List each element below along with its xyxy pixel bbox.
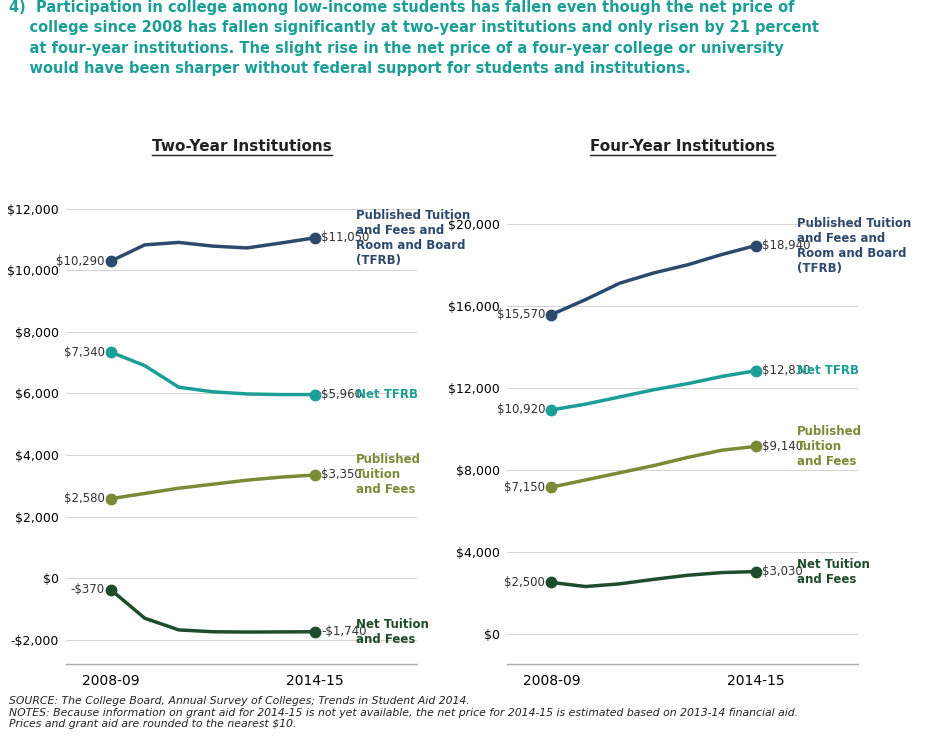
Text: $5,960: $5,960: [321, 388, 362, 401]
Text: $10,290: $10,290: [56, 254, 104, 268]
Text: $11,050: $11,050: [321, 231, 370, 245]
Text: Net Tuition
and Fees: Net Tuition and Fees: [796, 557, 869, 586]
Text: $3,030: $3,030: [762, 565, 803, 578]
Text: Published
Tuition
and Fees: Published Tuition and Fees: [796, 425, 862, 468]
Text: $2,500: $2,500: [504, 576, 545, 589]
Text: $10,920: $10,920: [497, 403, 545, 416]
Title: Four-Year Institutions: Four-Year Institutions: [590, 139, 775, 154]
Text: Published Tuition
and Fees and
Room and Board
(TFRB): Published Tuition and Fees and Room and …: [356, 209, 470, 267]
Text: $9,140: $9,140: [762, 440, 803, 453]
Text: -$370: -$370: [70, 583, 104, 596]
Text: SOURCE: The College Board, Annual Survey of Colleges; Trends in Student Aid 2014: SOURCE: The College Board, Annual Survey…: [9, 696, 798, 729]
Text: Net Tuition
and Fees: Net Tuition and Fees: [356, 618, 428, 646]
Text: $18,940: $18,940: [762, 239, 811, 252]
Text: $12,830: $12,830: [762, 364, 811, 378]
Text: Net TFRB: Net TFRB: [796, 364, 859, 378]
Text: -$1,740: -$1,740: [321, 625, 367, 638]
Text: $2,580: $2,580: [64, 492, 104, 505]
Title: Two-Year Institutions: Two-Year Institutions: [152, 139, 332, 154]
Text: $7,340: $7,340: [64, 346, 104, 359]
Text: $15,570: $15,570: [497, 308, 545, 321]
Text: $3,350: $3,350: [321, 468, 362, 482]
Text: Net TFRB: Net TFRB: [356, 388, 418, 401]
Text: Published
Tuition
and Fees: Published Tuition and Fees: [356, 454, 421, 497]
Text: 4)  Participation in college among low-income students has fallen even though th: 4) Participation in college among low-in…: [9, 0, 819, 76]
Text: Published Tuition
and Fees and
Room and Board
(TFRB): Published Tuition and Fees and Room and …: [796, 217, 911, 275]
Text: $7,150: $7,150: [504, 481, 545, 494]
